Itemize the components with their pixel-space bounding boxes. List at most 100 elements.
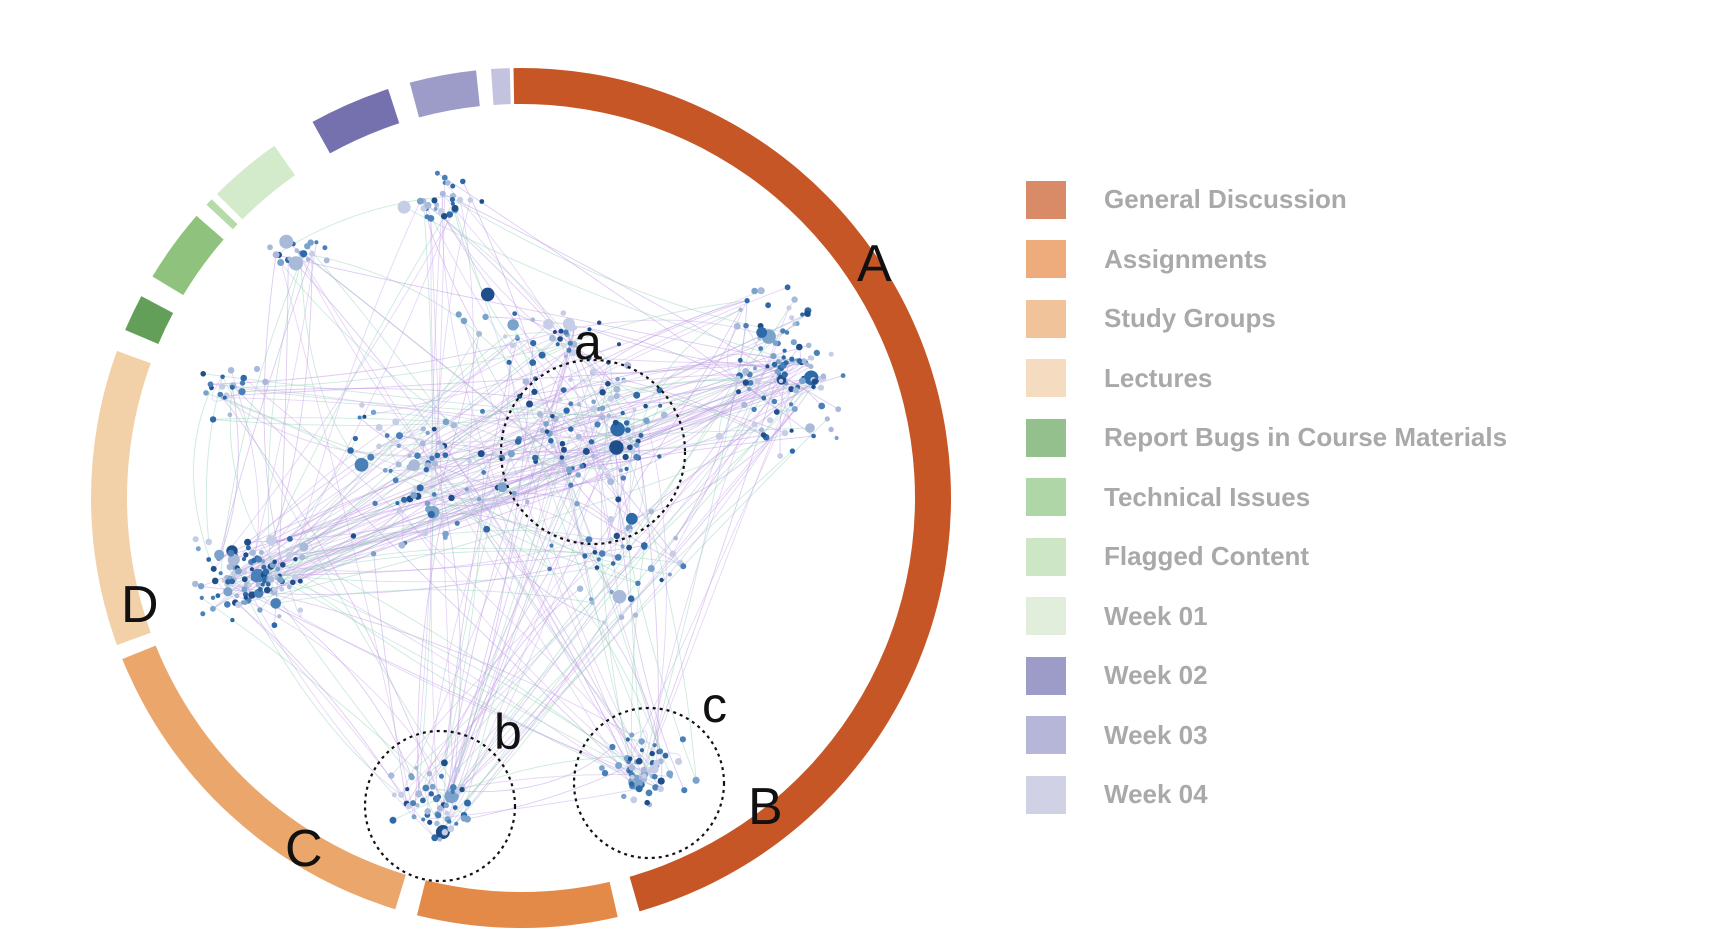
- network-edge: [509, 323, 549, 354]
- network-node: [733, 322, 741, 330]
- network-edge: [559, 338, 623, 618]
- legend-label: Technical Issues: [1104, 481, 1311, 512]
- network-node: [641, 544, 648, 550]
- network-node: [660, 411, 668, 419]
- network-edge: [638, 307, 790, 789]
- network-node: [442, 418, 450, 426]
- ring-segment-week-02: [312, 89, 400, 154]
- legend-item: Week 03: [1026, 706, 1626, 766]
- network-node: [582, 447, 590, 455]
- network-node: [395, 461, 402, 468]
- network-node: [453, 767, 461, 774]
- network-node: [615, 762, 623, 769]
- network-edge: [306, 245, 550, 570]
- ring-segment-flagged-content: [206, 199, 238, 230]
- network-node: [753, 366, 757, 371]
- network-node: [575, 433, 582, 440]
- network-edge: [275, 362, 797, 604]
- network-node: [588, 439, 595, 445]
- network-node: [205, 538, 213, 546]
- network-node: [464, 799, 471, 807]
- network-node: [512, 311, 518, 316]
- network-edge: [422, 443, 662, 790]
- network-node: [241, 576, 248, 583]
- network-node: [265, 581, 271, 587]
- network-node: [357, 415, 362, 420]
- network-node: [811, 378, 818, 385]
- network-edge: [226, 361, 802, 397]
- network-node: [480, 287, 495, 302]
- network-edge: [390, 398, 561, 472]
- network-edge: [390, 428, 424, 465]
- network-node: [657, 785, 664, 793]
- network-edge: [218, 253, 313, 559]
- network-edge: [373, 411, 572, 486]
- network-node: [798, 377, 806, 385]
- network-node: [536, 411, 543, 418]
- network-node: [629, 781, 635, 787]
- network-edge: [249, 336, 518, 586]
- network-node: [804, 310, 811, 317]
- network-node: [526, 400, 533, 408]
- network-node: [207, 381, 214, 388]
- network-node: [751, 421, 758, 428]
- network-node: [244, 538, 252, 546]
- network-edge: [245, 594, 402, 796]
- network-edge: [457, 424, 598, 524]
- network-edge: [636, 355, 774, 458]
- legend: General Discussion Assignments Study Group…: [1026, 170, 1626, 825]
- network-node: [398, 791, 405, 799]
- network-node: [648, 508, 655, 515]
- network-node: [422, 784, 430, 792]
- network-edge: [289, 403, 530, 588]
- network-node: [751, 406, 757, 413]
- network-node: [424, 500, 431, 507]
- network-node: [596, 557, 601, 562]
- network-edge: [452, 461, 563, 788]
- network-node: [747, 386, 752, 392]
- network-edge: [430, 218, 454, 788]
- network-node: [483, 525, 491, 533]
- network-node: [459, 786, 465, 793]
- network-node: [530, 317, 536, 323]
- network-node: [643, 403, 648, 409]
- network-edge: [439, 377, 812, 840]
- network-edge: [265, 571, 645, 777]
- network-node: [597, 320, 602, 325]
- network-edge: [480, 453, 633, 768]
- network-node: [427, 510, 435, 519]
- network-node: [623, 420, 630, 426]
- network-node: [309, 250, 315, 257]
- network-node: [428, 791, 434, 797]
- network-edge: [244, 428, 424, 590]
- network-node: [267, 244, 273, 251]
- network-edge: [275, 589, 593, 604]
- network-node: [781, 371, 788, 378]
- network-edge: [577, 538, 612, 557]
- network-edge: [519, 374, 750, 397]
- network-node: [247, 583, 253, 588]
- network-node: [406, 464, 413, 471]
- network-node: [563, 354, 568, 359]
- network-node: [791, 296, 798, 303]
- network-node: [437, 208, 445, 215]
- network-node: [563, 329, 569, 335]
- network-node: [420, 797, 426, 804]
- network-node: [597, 464, 603, 470]
- network-edge: [623, 379, 767, 438]
- network-node: [454, 520, 460, 526]
- network-node: [590, 368, 597, 375]
- network-node: [781, 429, 789, 437]
- legend-label: Week 02: [1104, 660, 1208, 691]
- network-node: [625, 737, 630, 742]
- network-node: [401, 496, 408, 503]
- network-edge: [570, 379, 767, 438]
- network-node: [559, 455, 565, 460]
- network-edge: [631, 379, 817, 520]
- network-node: [384, 433, 390, 438]
- legend-item: Assignments: [1026, 230, 1626, 290]
- network-edge: [602, 408, 697, 781]
- network-edge: [451, 457, 563, 500]
- network-edge: [218, 435, 814, 559]
- network-node: [627, 436, 632, 441]
